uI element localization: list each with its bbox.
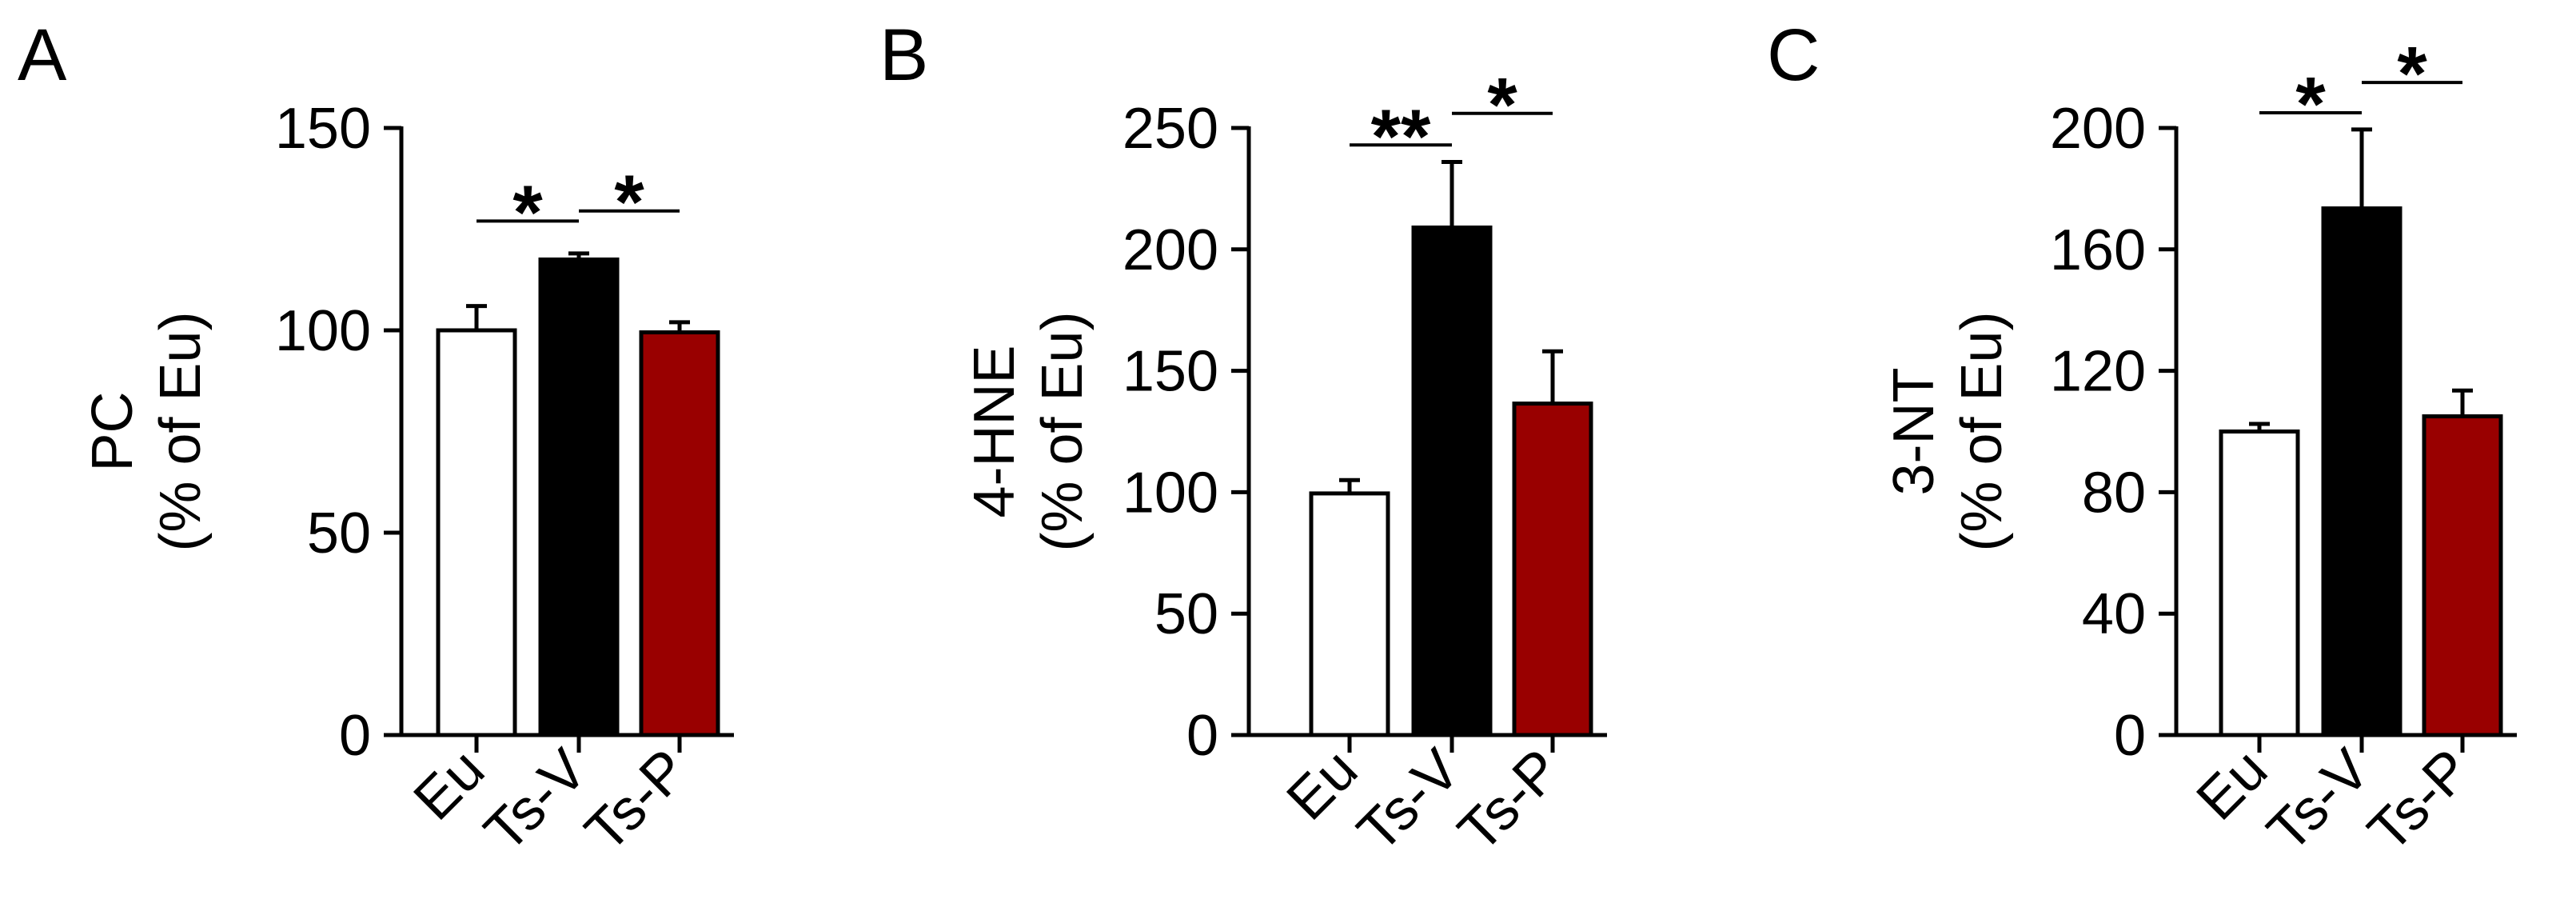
x-category-label: Ts-P xyxy=(573,737,700,864)
bar-ts-p xyxy=(1512,402,1593,737)
y-tick-label: 250 xyxy=(1123,97,1218,161)
y-tick-label: 50 xyxy=(307,501,371,565)
bar-ts-p xyxy=(2422,414,2503,737)
y-axis-unit-label: (% of Eu) xyxy=(149,311,213,551)
y-tick-label: 150 xyxy=(1123,340,1218,404)
y-tick-label: 50 xyxy=(1154,582,1218,646)
y-axis-label: PC xyxy=(81,391,145,471)
y-tick-label: 120 xyxy=(2050,340,2146,404)
significance-label: * xyxy=(614,160,644,246)
significance-label: * xyxy=(2397,31,2427,117)
y-axis-unit-label: (% of Eu) xyxy=(1950,311,2014,551)
y-tick-label: 80 xyxy=(2082,461,2146,525)
bar-eu xyxy=(1309,491,1390,737)
y-tick-label: 0 xyxy=(2114,704,2146,768)
y-tick-label: 100 xyxy=(275,299,371,363)
x-category-label: Ts-V xyxy=(1346,737,1472,864)
y-tick-label: 100 xyxy=(1123,461,1218,525)
bar-eu xyxy=(2219,430,2300,737)
panel-letter: B xyxy=(879,14,928,96)
y-tick-label: 200 xyxy=(1123,218,1218,282)
y-tick-label: 150 xyxy=(275,97,371,161)
panel-letter: A xyxy=(18,14,67,96)
x-category-label: Ts-P xyxy=(2356,737,2482,864)
significance-label: ** xyxy=(1371,94,1431,179)
bar-eu xyxy=(436,328,517,737)
x-category-label: Ts-V xyxy=(473,737,599,864)
panel-letter: C xyxy=(1767,14,1820,96)
bar-ts-v xyxy=(2321,206,2403,737)
x-category-label: Ts-V xyxy=(2255,737,2382,864)
significance-label: * xyxy=(1487,62,1517,148)
bar-ts-v xyxy=(538,257,620,737)
y-axis-unit-label: (% of Eu) xyxy=(1031,311,1095,551)
y-tick-label: 40 xyxy=(2082,582,2146,646)
y-axis-label: 4-HNE xyxy=(963,345,1027,517)
x-category-label: Ts-P xyxy=(1446,737,1573,864)
y-tick-label: 200 xyxy=(2050,97,2146,161)
y-tick-label: 0 xyxy=(339,704,371,768)
bar-ts-v xyxy=(1411,225,1493,737)
significance-label: * xyxy=(2295,62,2326,147)
y-axis-label: 3-NT xyxy=(1882,368,1946,496)
y-tick-label: 0 xyxy=(1186,704,1218,768)
y-tick-label: 160 xyxy=(2050,218,2146,282)
significance-label: * xyxy=(512,170,543,255)
bar-ts-p xyxy=(639,330,720,737)
